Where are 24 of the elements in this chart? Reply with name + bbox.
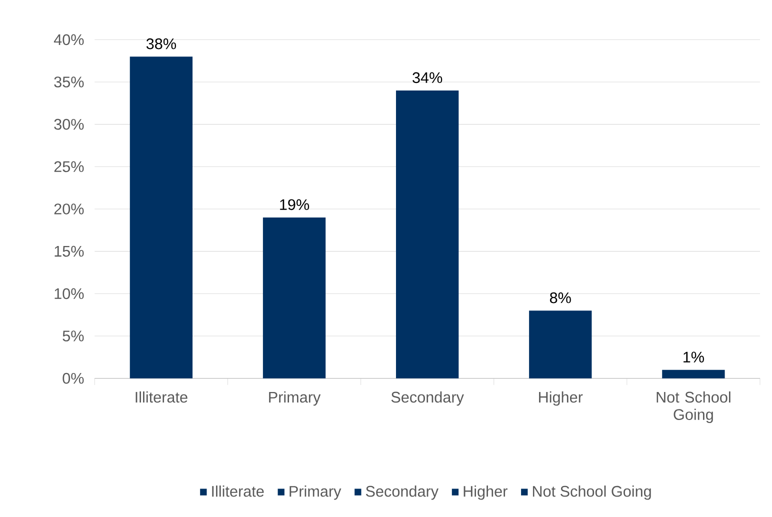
x-tick-label: Primary: [269, 391, 321, 406]
y-tick-label: 15%: [54, 246, 84, 257]
y-tick-label: 35%: [54, 76, 84, 88]
legend-label: Not School Going: [532, 486, 651, 500]
data-label: 8%: [550, 292, 571, 304]
data-label: 19%: [280, 199, 310, 210]
legend-label: Primary: [290, 486, 342, 500]
legend-label: Higher: [464, 486, 508, 500]
y-tick-label: 10%: [54, 288, 84, 300]
x-tick-label: Secondary: [391, 391, 464, 406]
legend-label: Illiterate: [212, 486, 264, 497]
data-label: 38%: [146, 38, 176, 50]
y-tick-label: 40%: [54, 34, 84, 46]
y-tick-label: 0%: [62, 372, 84, 384]
legend-label: Secondary: [366, 486, 439, 500]
y-tick-label: 20%: [54, 204, 84, 214]
y-tick-label: 25%: [54, 161, 84, 172]
data-label: 1%: [684, 352, 704, 362]
x-tick-label: Not School Going: [656, 391, 730, 424]
y-tick-label: 30%: [54, 118, 84, 130]
x-tick-label: Illiterate: [136, 391, 188, 403]
x-tick-label: Higher: [539, 391, 583, 406]
y-tick-label: 5%: [62, 330, 84, 342]
data-label: 34%: [412, 72, 442, 84]
